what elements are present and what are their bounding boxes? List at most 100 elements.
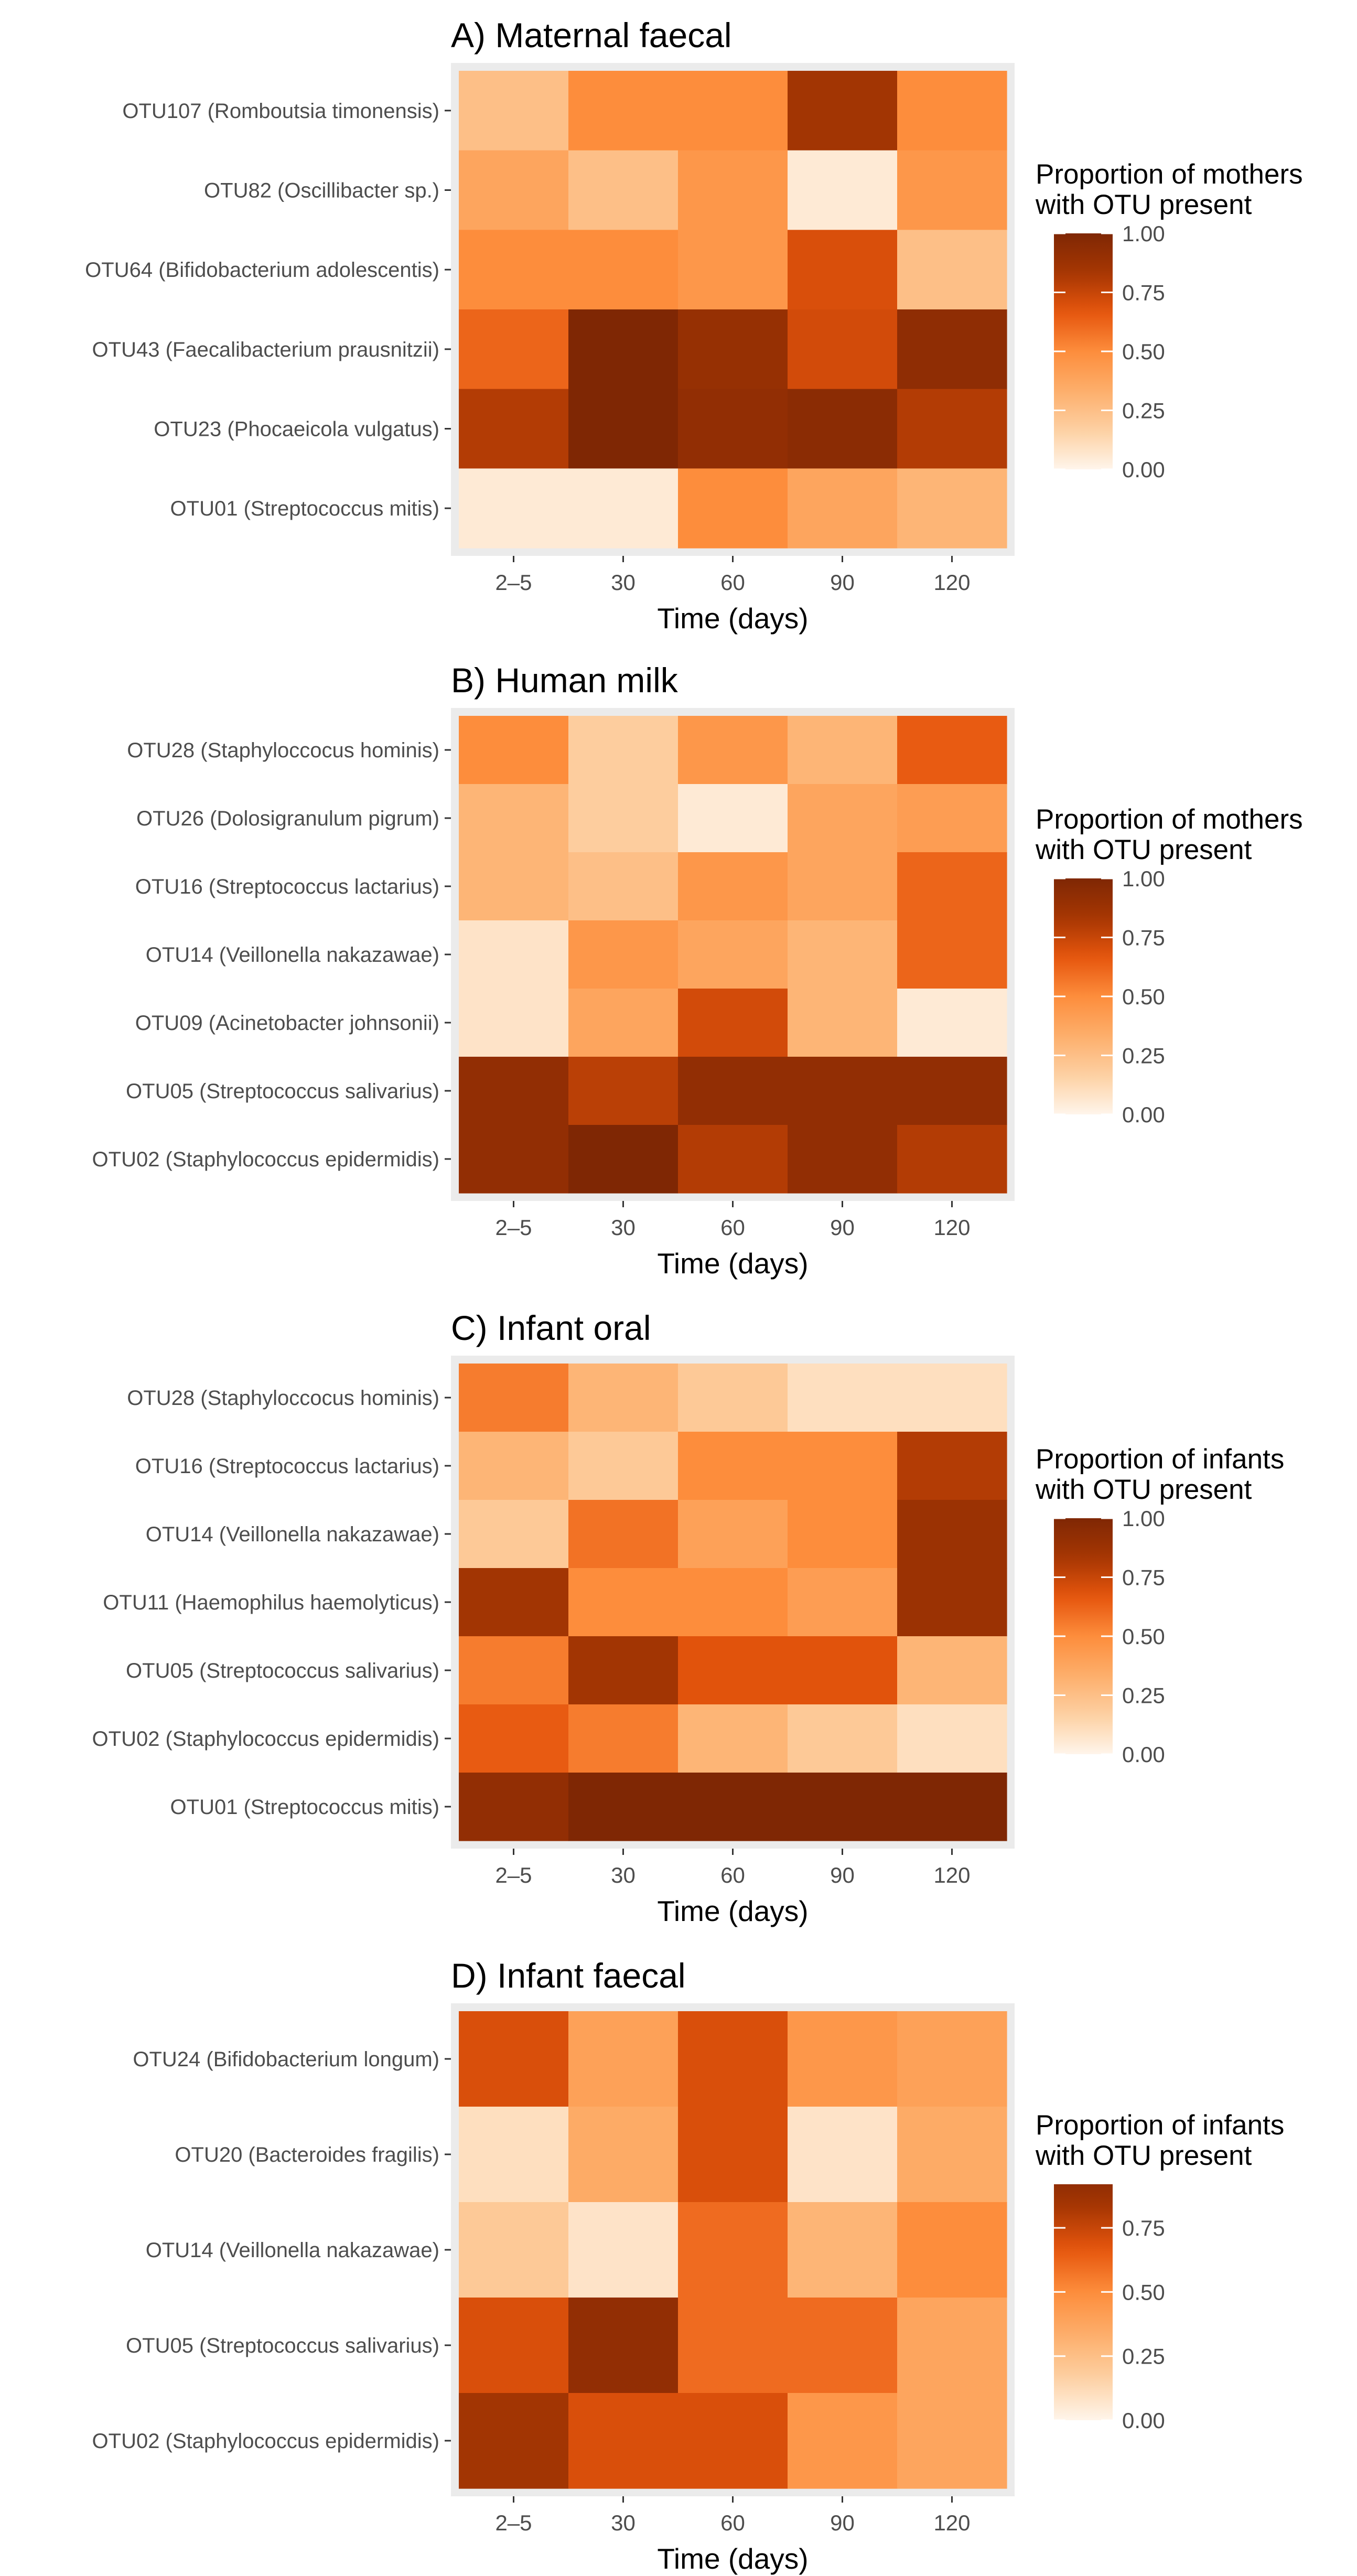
x-axis-title: Time (days) [657,1247,808,1280]
heatmap-cell [678,989,788,1057]
heatmap-cell [568,1432,678,1500]
heatmap-cell [897,1636,1007,1705]
heatmap-cell [678,784,788,853]
heatmap-cell [459,71,569,151]
heatmap-cell [788,1500,898,1569]
column-label: 60 [720,570,745,595]
panel-4: D) Infant faecal OTU24 (Bifidobacterium l… [92,1956,1285,2575]
column-label: 120 [933,1215,970,1240]
row-label: OTU05 (Streptococcus salivarius) [126,1659,439,1682]
legend-tick-label: 0.50 [1122,1624,1165,1649]
heatmap-cell [568,852,678,921]
heatmap-cell [897,1773,1007,1841]
heatmap-cell [897,920,1007,989]
row-label: OTU28 (Staphyloccocus hominis) [127,739,439,762]
legend-tick-label: 0.75 [1122,281,1165,305]
legend-tick-label: 0.25 [1122,1044,1165,1068]
column-label: 90 [830,1863,855,1887]
heatmap-cell [459,1057,569,1125]
heatmap-cell [678,920,788,989]
legend-tick-label: 0.75 [1122,926,1165,950]
row-label: OTU82 (Oscillibacter sp.) [204,179,439,202]
legend-tick-label: 0.25 [1122,2344,1165,2369]
legend-tick-label: 1.00 [1122,1506,1165,1531]
row-label: OTU01 (Streptococcus mitis) [170,497,439,520]
column-label: 90 [830,2510,855,2535]
heatmap-cell [459,2202,569,2298]
row-label: OTU02 (Staphylococcus epidermidis) [92,2430,439,2453]
heatmap-cell [897,309,1007,390]
x-axis-title: Time (days) [657,1895,808,1927]
heatmap-cell [568,2011,678,2107]
legend-title-line1: Proportion of infants [1036,1444,1284,1475]
heatmap-cell [897,716,1007,785]
panel-title: C) Infant oral [451,1308,651,1347]
heatmap-cell [678,71,788,151]
heatmap-cell [897,989,1007,1057]
heatmap-cell [897,389,1007,469]
heatmap-cell [678,389,788,469]
heatmap-cell [788,2202,898,2298]
heatmap-cell [459,784,569,853]
x-axis-title: Time (days) [657,2542,808,2575]
row-label: OTU23 (Phocaeicola vulgatus) [154,418,439,441]
heatmap-cell [459,389,569,469]
row-label: OTU14 (Veillonella nakazawae) [146,943,439,967]
heatmap-cell [897,1704,1007,1773]
heatmap-cell [678,2011,788,2107]
heatmap-cell [568,309,678,390]
heatmap-cell [897,2202,1007,2298]
panel-title: B) Human milk [451,661,678,700]
row-label: OTU16 (Streptococcus lactarius) [135,875,439,898]
heatmap-cell [459,1636,569,1705]
heatmap-cell [568,920,678,989]
heatmap-cell [459,1364,569,1432]
row-label: OTU05 (Streptococcus salivarius) [126,2334,439,2357]
heatmap-cell [568,989,678,1057]
heatmap-cell [568,2298,678,2393]
row-label: OTU107 (Romboutsia timonensis) [122,100,439,123]
legend-tick-label: 1.00 [1122,221,1165,246]
panel-1: A) Maternal faecal OTU107 (Romboutsia tim… [85,16,1302,635]
heatmap-cell [459,468,569,549]
heatmap-cell [788,1125,898,1194]
heatmap-cell [897,1500,1007,1569]
legend-title-line2: with OTU present [1035,834,1252,865]
heatmap-cell [897,1568,1007,1637]
heatmap-cell [568,468,678,549]
row-label: OTU24 (Bifidobacterium longum) [133,2048,439,2071]
heatmap-cell [788,920,898,989]
legend-tick-label: 0.50 [1122,984,1165,1009]
column-label: 2–5 [495,570,532,595]
heatmap-cell [897,2107,1007,2203]
heatmap-cell [459,920,569,989]
heatmap-cell [459,1500,569,1569]
heatmap-cell [788,1364,898,1432]
heatmap-cell [459,230,569,310]
legend-tick-label: 0.75 [1122,2216,1165,2240]
column-label: 2–5 [495,1215,532,1240]
heatmap-cell [788,71,898,151]
column-label: 30 [611,1215,636,1240]
legend-title-line1: Proportion of mothers [1036,804,1303,835]
heatmap-cell [459,989,569,1057]
column-label: 90 [830,1215,855,1240]
heatmap-cell [459,2011,569,2107]
heatmap-cell [788,1057,898,1125]
column-label: 120 [933,2510,970,2535]
x-axis-title: Time (days) [657,602,808,635]
heatmap-cell [788,2298,898,2393]
heatmap-cell [568,150,678,230]
heatmap-cell [568,1057,678,1125]
heatmap-cell [788,716,898,785]
heatmap-cell [568,2393,678,2489]
heatmap-cell [568,1773,678,1841]
heatmap-cell [678,309,788,390]
heatmap-cell [678,1704,788,1773]
heatmap-cell [678,2393,788,2489]
heatmap-cell [678,1125,788,1194]
row-label: OTU09 (Acinetobacter johnsonii) [135,1012,439,1035]
heatmap-cell [568,1568,678,1637]
legend-tick-label: 0.00 [1122,457,1165,482]
